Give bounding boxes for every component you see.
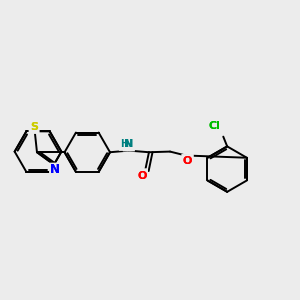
Text: O: O [137, 171, 146, 181]
Text: S: S [30, 122, 38, 132]
Text: S: S [30, 122, 38, 132]
Text: N: N [123, 137, 135, 151]
Text: N: N [124, 139, 134, 149]
Text: H: H [120, 139, 128, 149]
Text: N: N [124, 139, 134, 149]
Text: S: S [29, 120, 39, 133]
Text: O: O [183, 156, 192, 166]
Text: Cl: Cl [209, 121, 221, 131]
Text: O: O [183, 156, 192, 166]
Text: N: N [50, 163, 60, 176]
Text: Cl: Cl [209, 121, 221, 131]
Text: N: N [50, 163, 60, 176]
Text: H: H [119, 138, 130, 151]
Text: H: H [121, 139, 128, 149]
Text: O: O [182, 154, 194, 168]
Text: N: N [50, 163, 61, 176]
Text: O: O [137, 171, 146, 181]
Text: Cl: Cl [207, 119, 222, 133]
Text: O: O [136, 169, 148, 183]
